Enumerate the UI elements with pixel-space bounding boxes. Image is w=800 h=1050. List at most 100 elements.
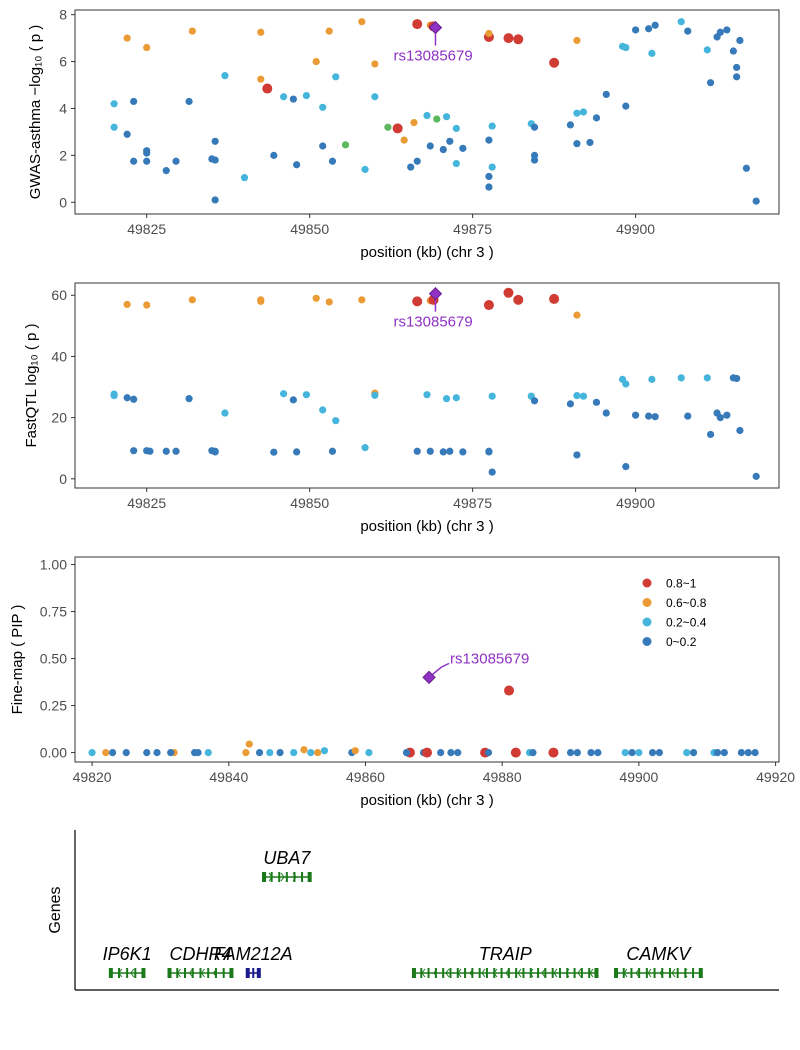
strand-arrow (469, 968, 474, 978)
legend-key (642, 617, 652, 627)
data-point (358, 296, 366, 304)
gene-exon (515, 968, 518, 978)
data-point (437, 748, 445, 757)
data-point (648, 748, 657, 757)
data-point (240, 174, 249, 182)
strand-arrow (433, 968, 438, 978)
data-point (488, 392, 496, 400)
gene-exon (594, 968, 599, 978)
gene-exon (245, 968, 250, 978)
data-point (651, 21, 659, 29)
data-point (454, 748, 462, 757)
data-point (266, 748, 274, 757)
data-point (423, 391, 431, 399)
y-tick-label: 0.50 (40, 651, 67, 667)
data-point (736, 36, 744, 45)
x-tick-label: 49825 (127, 495, 166, 511)
legend-label: 0.2~0.4 (666, 616, 707, 630)
data-point (703, 46, 711, 54)
gene-uba7: UBA7 (262, 848, 312, 882)
gene-exon (207, 968, 210, 978)
gene-exon (614, 968, 619, 978)
data-point (88, 748, 96, 757)
legend: 0.8~1 0.6~0.8 0.2~0.4 0~0.2 (642, 577, 707, 649)
strand-arrow (457, 968, 462, 978)
data-point (733, 374, 741, 383)
data-point (410, 118, 418, 127)
data-point (162, 447, 170, 455)
data-point (442, 113, 451, 121)
data-point (549, 293, 560, 304)
data-point (423, 111, 431, 120)
y-tick-label: 0.00 (40, 745, 67, 761)
data-point (407, 163, 415, 171)
gene-label: IP6K1 (103, 944, 152, 964)
gene-exon (126, 968, 129, 978)
gene-exon (471, 968, 474, 978)
x-tick-label: 49860 (346, 769, 385, 785)
data-point (573, 451, 581, 459)
gene-exon (645, 968, 648, 978)
data-point (245, 740, 253, 748)
data-point (325, 27, 333, 35)
x-tick-label: 49825 (127, 221, 166, 237)
strand-arrow (623, 968, 628, 978)
y-tick-label: 1.00 (40, 557, 67, 573)
data-point (452, 394, 460, 402)
gene-label: UBA7 (263, 848, 311, 868)
gene-exon (478, 968, 481, 978)
gene-ip6k1: IP6K1 (103, 944, 152, 978)
gene-exon (222, 968, 225, 978)
data-point (586, 138, 594, 147)
data-point (548, 747, 559, 758)
y-axis-title: Fine-map ( PIP ) (9, 605, 26, 715)
gene-fam212a: FAM212A (214, 944, 293, 978)
gene-exon (427, 968, 430, 978)
x-axis-title: position (kb) (chr 3 ) (360, 792, 493, 809)
data-point (412, 19, 423, 30)
legend-label: 0~0.2 (666, 635, 697, 649)
strand-arrow (188, 968, 193, 978)
data-point (742, 164, 751, 172)
data-point (211, 156, 219, 164)
data-point (621, 748, 629, 757)
gene-exon (449, 968, 452, 978)
data-point (706, 79, 715, 87)
plot-frame (74, 282, 780, 489)
data-point (485, 448, 493, 456)
gene-label: CAMKV (626, 944, 692, 964)
gene-exon (278, 872, 281, 882)
data-point (684, 412, 692, 420)
data-point (744, 748, 752, 757)
data-point (351, 747, 359, 755)
gene-exon (167, 968, 172, 978)
data-point (325, 298, 333, 306)
gene-exon (544, 968, 547, 978)
data-point (488, 163, 496, 171)
gene-exon (653, 968, 656, 978)
x-tick-label: 49840 (209, 769, 248, 785)
gene-exon (199, 968, 202, 978)
strand-arrow (671, 968, 676, 978)
data-point (332, 417, 340, 425)
data-point (677, 18, 685, 26)
strand-arrow (280, 872, 285, 882)
data-point (167, 748, 175, 757)
gene-exon (668, 968, 671, 978)
data-point (371, 93, 379, 101)
x-axis-title: position (kb) (chr 3 ) (360, 518, 493, 535)
gene-exon (522, 968, 525, 978)
x-tick-label: 49900 (619, 769, 658, 785)
data-point (130, 447, 138, 455)
lead-snp-connector (428, 662, 450, 678)
data-point (530, 397, 539, 405)
legend-key (642, 578, 652, 588)
data-point (312, 57, 320, 66)
data-point (122, 748, 130, 757)
data-point (123, 130, 131, 138)
data-point (447, 748, 455, 757)
data-point (279, 93, 288, 101)
data-point (573, 140, 581, 148)
gene-exon (551, 968, 554, 978)
